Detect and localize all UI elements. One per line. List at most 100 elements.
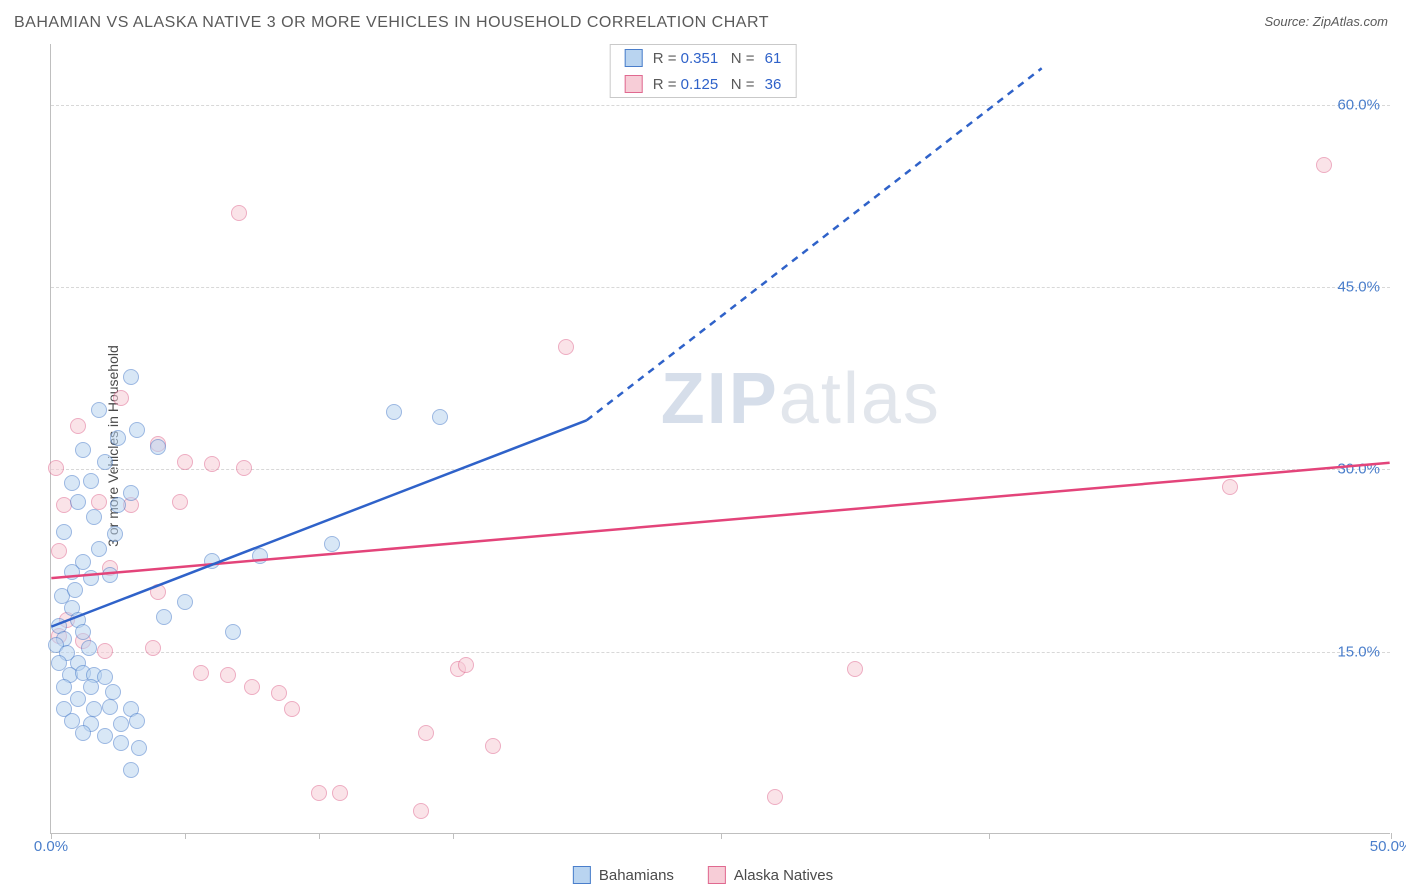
- legend-swatch-icon: [625, 75, 643, 93]
- legend-swatch-icon: [708, 866, 726, 884]
- scatter-point-series2: [767, 789, 783, 805]
- y-tick-label: 60.0%: [1337, 96, 1380, 113]
- scatter-point-series1: [81, 640, 97, 656]
- legend-stats: R = 0.351 N = 61 R = 0.125 N = 36: [610, 44, 797, 98]
- scatter-point-series1: [102, 699, 118, 715]
- scatter-point-series1: [432, 409, 448, 425]
- scatter-point-series2: [91, 494, 107, 510]
- scatter-point-series2: [150, 436, 166, 452]
- scatter-point-series1: [64, 475, 80, 491]
- scatter-point-series2: [485, 738, 501, 754]
- x-tick-label: 50.0%: [1370, 838, 1406, 855]
- scatter-point-series1: [177, 594, 193, 610]
- y-tick-label: 45.0%: [1337, 279, 1380, 296]
- legend-swatch-icon: [573, 866, 591, 884]
- scatter-point-series1: [386, 404, 402, 420]
- scatter-point-series1: [324, 536, 340, 552]
- scatter-point-series1: [59, 645, 75, 661]
- scatter-point-series1: [129, 713, 145, 729]
- gridline: [51, 469, 1390, 470]
- gridline: [51, 105, 1390, 106]
- x-tick-label: 0.0%: [34, 838, 68, 855]
- scatter-point-series1: [123, 762, 139, 778]
- legend-stats-row: R = 0.125 N = 36: [611, 71, 796, 97]
- scatter-point-series1: [75, 554, 91, 570]
- y-tick-label: 15.0%: [1337, 643, 1380, 660]
- scatter-point-series2: [244, 679, 260, 695]
- x-tick-mark: [453, 833, 454, 839]
- scatter-point-series2: [177, 454, 193, 470]
- scatter-point-series1: [86, 701, 102, 717]
- scatter-point-series1: [86, 667, 102, 683]
- scatter-point-series2: [113, 390, 129, 406]
- legend-stats-row: R = 0.351 N = 61: [611, 45, 796, 71]
- scatter-point-series2: [145, 640, 161, 656]
- scatter-point-series1: [83, 716, 99, 732]
- scatter-point-series1: [123, 701, 139, 717]
- scatter-point-series1: [56, 524, 72, 540]
- scatter-point-series1: [113, 735, 129, 751]
- scatter-point-series2: [418, 725, 434, 741]
- scatter-point-series1: [131, 740, 147, 756]
- scatter-point-series2: [220, 667, 236, 683]
- scatter-point-series2: [413, 803, 429, 819]
- scatter-point-series1: [64, 600, 80, 616]
- scatter-point-series1: [56, 631, 72, 647]
- scatter-point-series1: [97, 728, 113, 744]
- legend-series-item: Alaska Natives: [708, 866, 833, 884]
- y-tick-label: 30.0%: [1337, 461, 1380, 478]
- chart-container: BAHAMIAN VS ALASKA NATIVE 3 OR MORE VEHI…: [0, 0, 1406, 892]
- scatter-point-series1: [75, 665, 91, 681]
- scatter-point-series2: [51, 628, 67, 644]
- scatter-point-series2: [284, 701, 300, 717]
- scatter-point-series2: [56, 497, 72, 513]
- scatter-point-series1: [48, 637, 64, 653]
- scatter-point-series1: [105, 684, 121, 700]
- scatter-point-series1: [83, 679, 99, 695]
- scatter-point-series2: [332, 785, 348, 801]
- scatter-point-series1: [110, 430, 126, 446]
- scatter-point-series1: [107, 526, 123, 542]
- legend-series: Bahamians Alaska Natives: [573, 866, 833, 884]
- scatter-point-series1: [56, 701, 72, 717]
- x-tick-mark: [185, 833, 186, 839]
- legend-stats-text: R = 0.351 N = 61: [653, 50, 782, 67]
- source-label: Source: ZipAtlas.com: [1264, 14, 1388, 29]
- legend-series-label: Bahamians: [599, 867, 674, 884]
- scatter-point-series1: [86, 509, 102, 525]
- scatter-point-series1: [70, 691, 86, 707]
- scatter-point-series1: [113, 716, 129, 732]
- scatter-point-series2: [150, 584, 166, 600]
- scatter-point-series1: [123, 485, 139, 501]
- trendlines-svg: [51, 44, 1390, 833]
- x-tick-mark: [319, 833, 320, 839]
- scatter-point-series1: [225, 624, 241, 640]
- scatter-point-series2: [193, 665, 209, 681]
- scatter-point-series1: [91, 541, 107, 557]
- scatter-point-series1: [83, 570, 99, 586]
- scatter-point-series2: [847, 661, 863, 677]
- scatter-point-series1: [129, 422, 145, 438]
- watermark-bold: ZIP: [661, 359, 779, 439]
- scatter-point-series1: [64, 564, 80, 580]
- scatter-point-series1: [70, 612, 86, 628]
- x-tick-mark: [721, 833, 722, 839]
- scatter-point-series2: [59, 612, 75, 628]
- scatter-point-series1: [102, 567, 118, 583]
- gridline: [51, 652, 1390, 653]
- scatter-point-series1: [97, 669, 113, 685]
- scatter-point-series1: [51, 655, 67, 671]
- scatter-point-series2: [70, 418, 86, 434]
- legend-stats-text: R = 0.125 N = 36: [653, 76, 782, 93]
- watermark-light: atlas: [779, 359, 941, 439]
- scatter-point-series2: [123, 497, 139, 513]
- scatter-point-series1: [62, 667, 78, 683]
- scatter-point-series2: [271, 685, 287, 701]
- scatter-point-series2: [450, 661, 466, 677]
- chart-title: BAHAMIAN VS ALASKA NATIVE 3 OR MORE VEHI…: [14, 14, 769, 32]
- scatter-point-series1: [204, 553, 220, 569]
- scatter-point-series2: [102, 560, 118, 576]
- scatter-point-series1: [51, 618, 67, 634]
- scatter-point-series1: [67, 582, 83, 598]
- scatter-point-series1: [110, 497, 126, 513]
